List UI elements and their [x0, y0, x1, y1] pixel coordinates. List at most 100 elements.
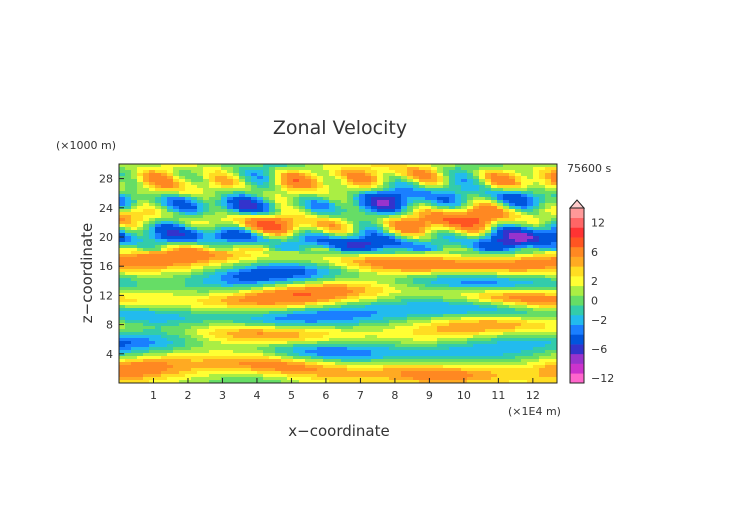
heatmap-cell: [425, 248, 432, 252]
heatmap-cell: [323, 272, 330, 276]
heatmap-cell: [185, 230, 192, 234]
heatmap-cell: [173, 206, 180, 210]
heatmap-cell: [227, 305, 234, 309]
heatmap-cell: [305, 314, 312, 318]
heatmap-cell: [515, 332, 522, 336]
heatmap-cell: [401, 185, 408, 189]
heatmap-cell: [515, 284, 522, 288]
heatmap-cell: [437, 212, 444, 216]
heatmap-cell: [191, 245, 198, 249]
heatmap-cell: [227, 233, 234, 237]
heatmap-cell: [491, 359, 498, 363]
heatmap-cell: [251, 227, 258, 231]
heatmap-cell: [413, 338, 420, 342]
heatmap-cell: [203, 227, 210, 231]
heatmap-cell: [167, 227, 174, 231]
heatmap-cell: [173, 272, 180, 276]
heatmap-cell: [251, 290, 258, 294]
heatmap-cell: [395, 359, 402, 363]
heatmap-cell: [185, 260, 192, 264]
heatmap-cell: [179, 209, 186, 213]
heatmap-cell: [509, 230, 516, 234]
heatmap-cell: [515, 239, 522, 243]
heatmap-cell: [479, 356, 486, 360]
heatmap-cell: [143, 254, 150, 258]
heatmap-cell: [185, 332, 192, 336]
heatmap-cell: [257, 176, 264, 180]
heatmap-cell: [173, 365, 180, 369]
heatmap-cell: [389, 335, 396, 339]
heatmap-cell: [449, 365, 456, 369]
heatmap-cell: [413, 194, 420, 198]
heatmap-cell: [353, 320, 360, 324]
heatmap-cell: [335, 254, 342, 258]
heatmap-cell: [377, 341, 384, 345]
heatmap-cell: [269, 191, 276, 195]
heatmap-cell: [521, 194, 528, 198]
heatmap-cell: [497, 257, 504, 261]
heatmap-cell: [377, 224, 384, 228]
heatmap-cell: [395, 287, 402, 291]
heatmap-cell: [293, 314, 300, 318]
heatmap-cell: [197, 242, 204, 246]
heatmap-cell: [245, 164, 252, 168]
heatmap-cell: [179, 275, 186, 279]
heatmap-cell: [509, 269, 516, 273]
heatmap-cell: [425, 197, 432, 201]
heatmap-cell: [269, 362, 276, 366]
heatmap-cell: [335, 224, 342, 228]
heatmap-cell: [401, 362, 408, 366]
heatmap-cell: [233, 368, 240, 372]
heatmap-cell: [131, 305, 138, 309]
heatmap-cell: [167, 263, 174, 267]
heatmap-cell: [251, 257, 258, 261]
heatmap-cell: [371, 182, 378, 186]
heatmap-cell: [251, 311, 258, 315]
heatmap-cell: [359, 167, 366, 171]
heatmap-cell: [413, 350, 420, 354]
heatmap-cell: [233, 338, 240, 342]
heatmap-cell: [377, 353, 384, 357]
heatmap-cell: [149, 320, 156, 324]
heatmap-cell: [401, 254, 408, 258]
heatmap-cell: [347, 197, 354, 201]
heatmap-cell: [143, 209, 150, 213]
heatmap-cell: [341, 254, 348, 258]
heatmap-cell: [137, 260, 144, 264]
heatmap-cell: [431, 347, 438, 351]
heatmap-cell: [401, 182, 408, 186]
heatmap-cell: [137, 203, 144, 207]
heatmap-cell: [389, 182, 396, 186]
heatmap-cell: [185, 314, 192, 318]
heatmap-cell: [317, 209, 324, 213]
heatmap-cell: [149, 344, 156, 348]
heatmap-cell: [383, 236, 390, 240]
heatmap-cell: [323, 224, 330, 228]
heatmap-cell: [239, 233, 246, 237]
heatmap-cell: [209, 242, 216, 246]
heatmap-cell: [233, 329, 240, 333]
heatmap-cell: [395, 320, 402, 324]
heatmap-cell: [245, 263, 252, 267]
heatmap-cell: [155, 293, 162, 297]
heatmap-cell: [347, 359, 354, 363]
heatmap-cell: [539, 353, 546, 357]
heatmap-cell: [539, 278, 546, 282]
heatmap-cell: [227, 245, 234, 249]
heatmap-cell: [365, 182, 372, 186]
heatmap-cell: [485, 317, 492, 321]
heatmap-cell: [377, 317, 384, 321]
heatmap-cell: [263, 269, 270, 273]
heatmap-cell: [467, 323, 474, 327]
heatmap-cell: [389, 254, 396, 258]
heatmap-cell: [317, 248, 324, 252]
heatmap-cell: [335, 344, 342, 348]
heatmap-cell: [371, 356, 378, 360]
heatmap-cell: [173, 173, 180, 177]
heatmap-cell: [461, 296, 468, 300]
heatmap-cell: [503, 245, 510, 249]
heatmap-cell: [245, 221, 252, 225]
heatmap-cell: [197, 299, 204, 303]
heatmap-cell: [401, 308, 408, 312]
heatmap-cell: [467, 248, 474, 252]
